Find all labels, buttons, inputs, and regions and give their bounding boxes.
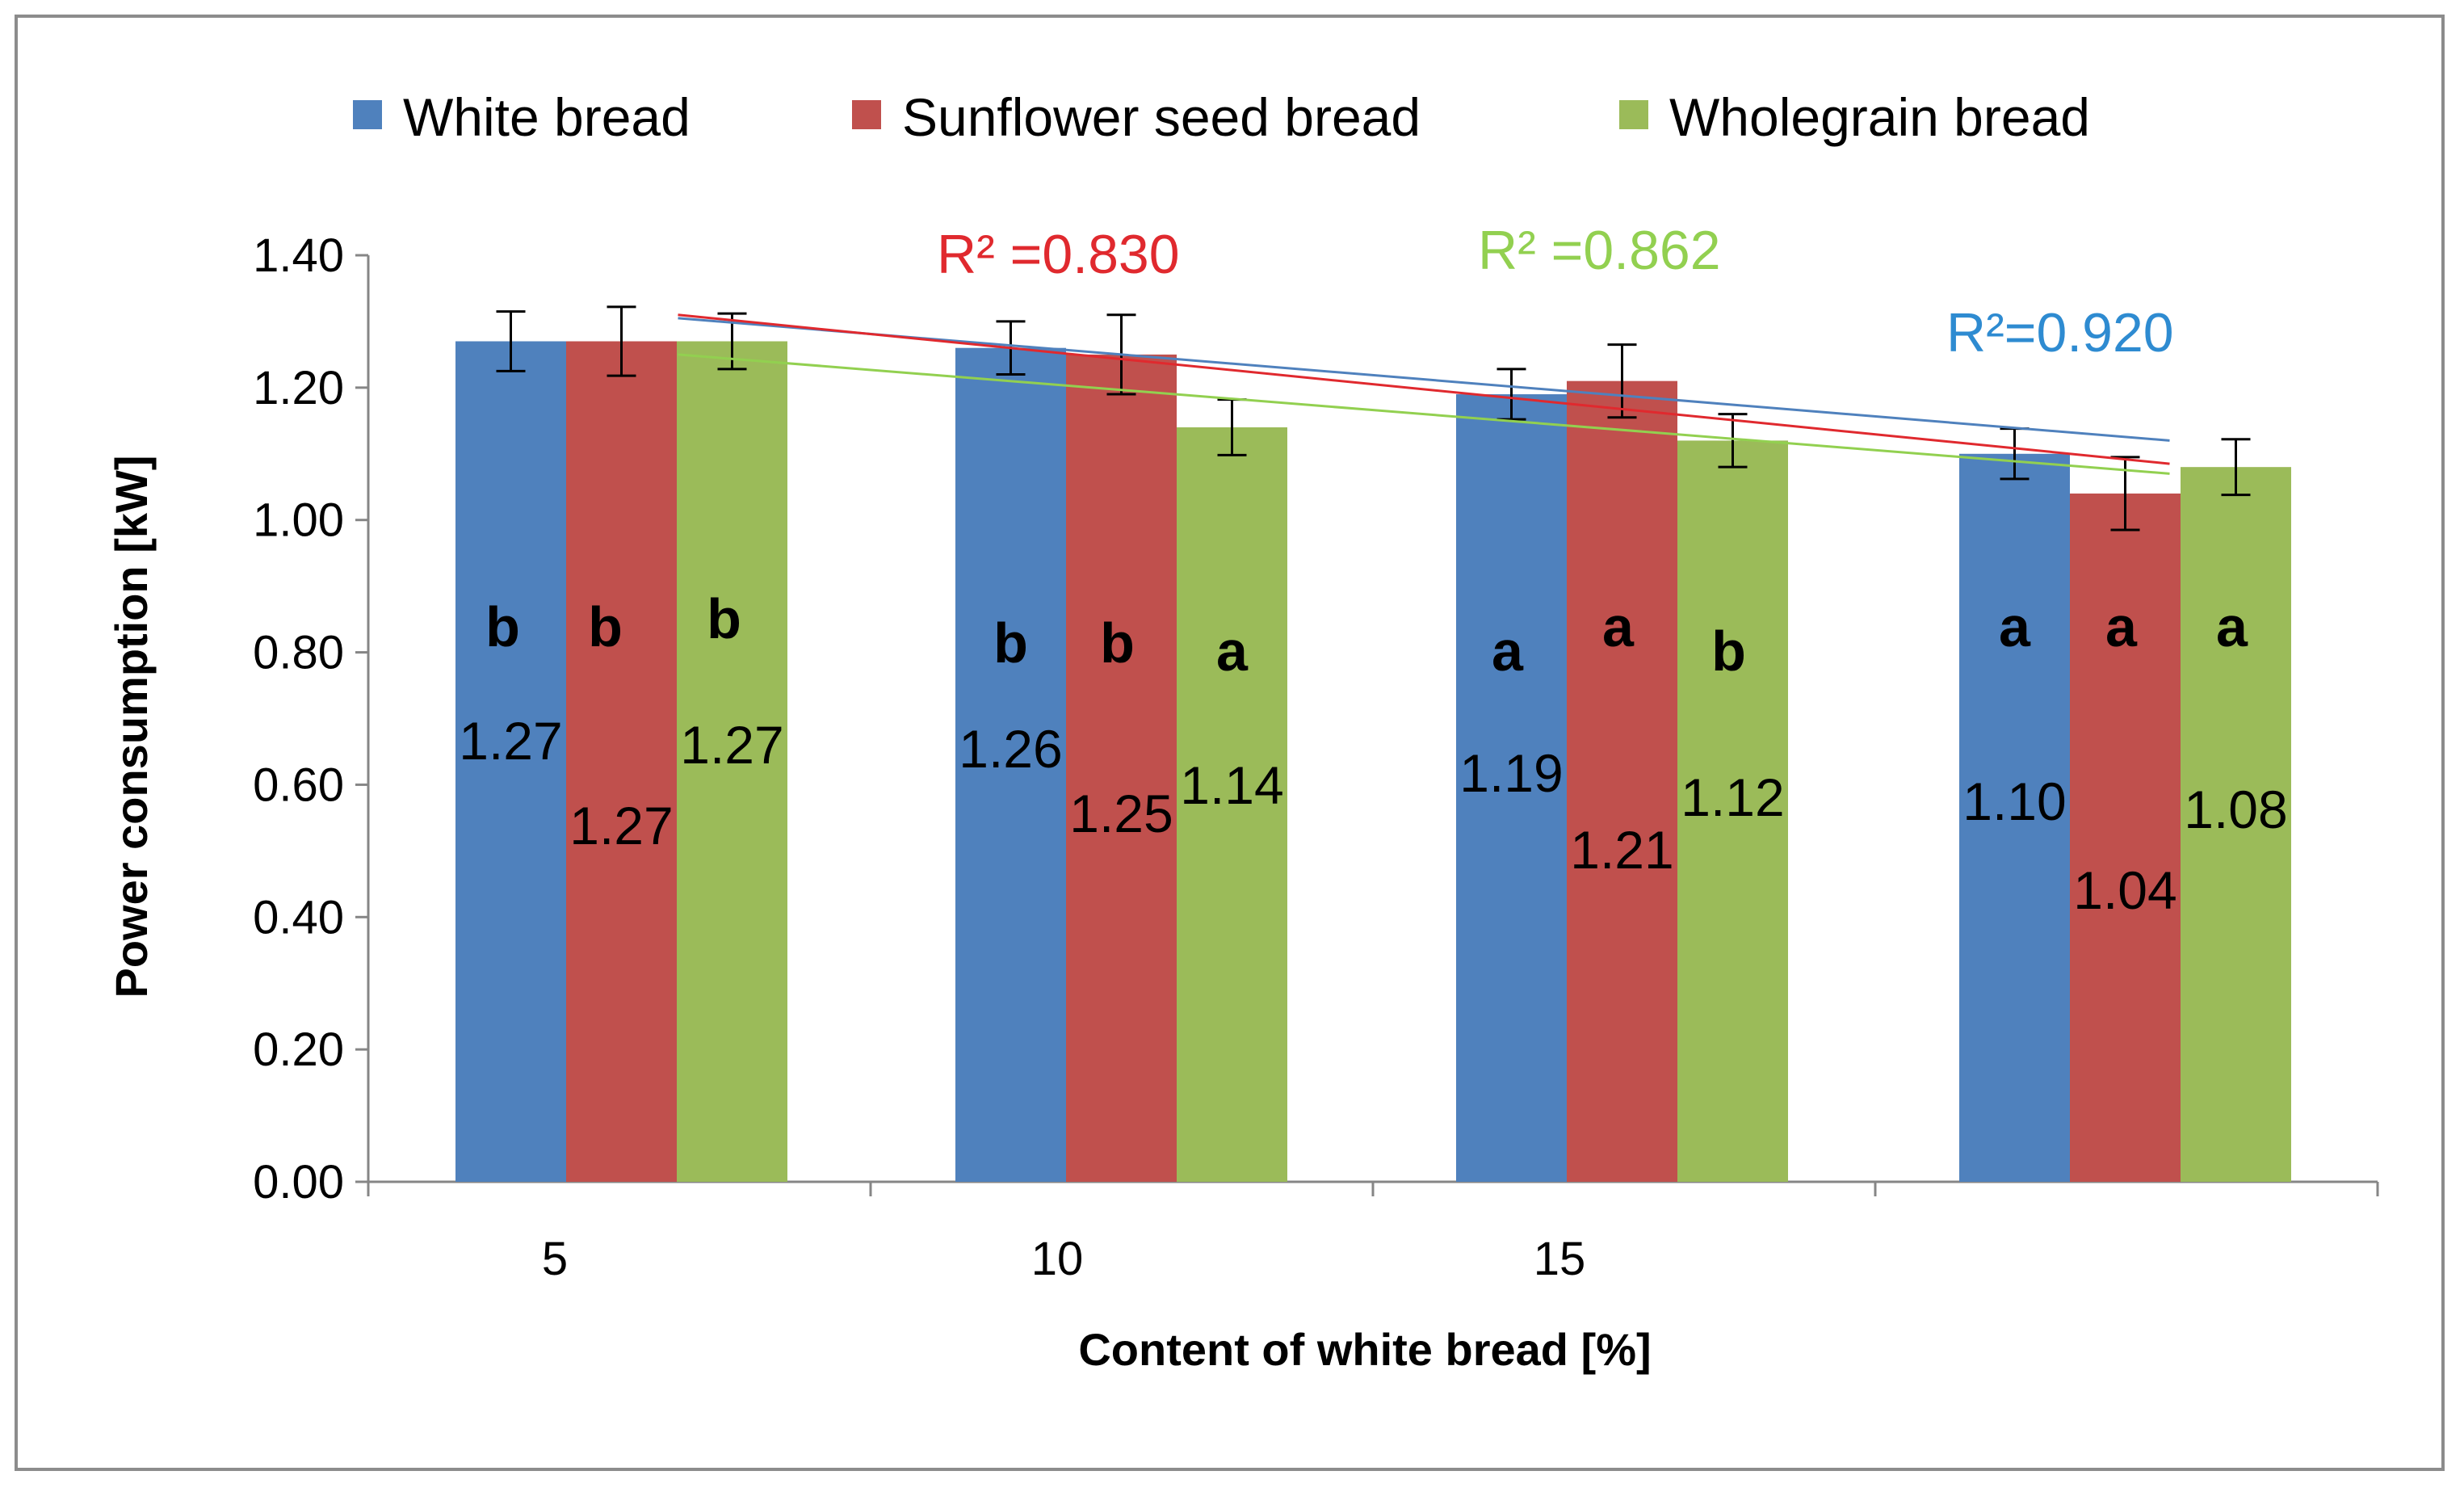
y-tick-label: 0.40 — [253, 891, 344, 944]
legend-swatch — [1619, 100, 1648, 129]
legend-entry: White bread — [403, 87, 691, 147]
significance-letter: a — [2216, 595, 2248, 658]
r-squared-label: R² =0.862 — [1478, 220, 1721, 281]
data-label: 1.25 — [1069, 784, 1173, 843]
y-tick-label: 0.20 — [253, 1023, 344, 1076]
significance-letter: b — [993, 612, 1028, 675]
legend-swatch — [852, 100, 881, 129]
data-label: 1.21 — [1570, 820, 1673, 880]
bar-sunflower-seed-bread — [566, 341, 677, 1183]
data-label: 1.10 — [1962, 771, 2066, 831]
bar-sunflower-seed-bread — [1066, 354, 1177, 1183]
bar-wholegrain-bread — [2181, 467, 2291, 1182]
x-tick-label: 10 — [1031, 1233, 1084, 1285]
significance-letter: b — [1100, 612, 1135, 675]
y-axis-title: Power consumption [kW] — [106, 456, 157, 998]
significance-letter: b — [707, 587, 741, 650]
legend-entry: Wholegrain bread — [1669, 87, 2090, 147]
bar-sunflower-seed-bread — [1567, 380, 1677, 1182]
legend-entry: Sunflower seed bread — [902, 87, 1421, 147]
bar-wholegrain-bread — [1677, 440, 1788, 1182]
y-tick-label: 1.20 — [253, 362, 344, 414]
significance-letter: b — [485, 595, 520, 658]
significance-letter: a — [1216, 620, 1249, 683]
r-squared-label: R²=0.920 — [1946, 302, 2174, 364]
data-label: 1.04 — [2073, 860, 2176, 920]
x-tick-label: 15 — [1534, 1233, 1586, 1285]
bar-sunflower-seed-bread — [2070, 493, 2181, 1182]
significance-letter: a — [2105, 595, 2138, 658]
data-label: 1.14 — [1180, 755, 1283, 815]
significance-letter: a — [1999, 595, 2031, 658]
data-label: 1.27 — [680, 715, 783, 775]
bar-white-bread — [1959, 453, 2070, 1182]
bar-wholegrain-bread — [1177, 427, 1287, 1182]
trendline-sunflower-seed-bread — [678, 313, 2170, 465]
y-tick-label: 0.60 — [253, 759, 344, 811]
data-label: 1.26 — [959, 719, 1062, 779]
bar-white-bread — [955, 347, 1066, 1183]
significance-letter: a — [1492, 620, 1524, 683]
y-tick-label: 0.00 — [253, 1156, 344, 1208]
data-label: 1.19 — [1459, 743, 1563, 803]
y-tick-label: 1.40 — [253, 229, 344, 282]
significance-letter: b — [588, 595, 623, 658]
data-label: 1.27 — [459, 711, 562, 771]
trendline-wholegrain-bread — [678, 353, 2170, 475]
data-label: 1.27 — [569, 796, 673, 855]
x-axis-title: Content of white bread [%] — [1078, 1324, 1651, 1375]
y-tick-label: 0.80 — [253, 627, 344, 679]
x-tick-label: 5 — [542, 1233, 568, 1285]
significance-letter: a — [1602, 595, 1635, 658]
bar-wholegrain-bread — [677, 341, 787, 1183]
r-squared-label: R² =0.830 — [937, 224, 1180, 285]
data-label: 1.12 — [1681, 767, 1784, 827]
significance-letter: b — [1711, 620, 1746, 683]
y-tick-label: 1.00 — [253, 494, 344, 547]
bar-white-bread — [1456, 394, 1567, 1182]
bar-white-bread — [455, 341, 566, 1183]
data-label: 1.08 — [2184, 780, 2287, 839]
legend-swatch — [353, 100, 382, 129]
